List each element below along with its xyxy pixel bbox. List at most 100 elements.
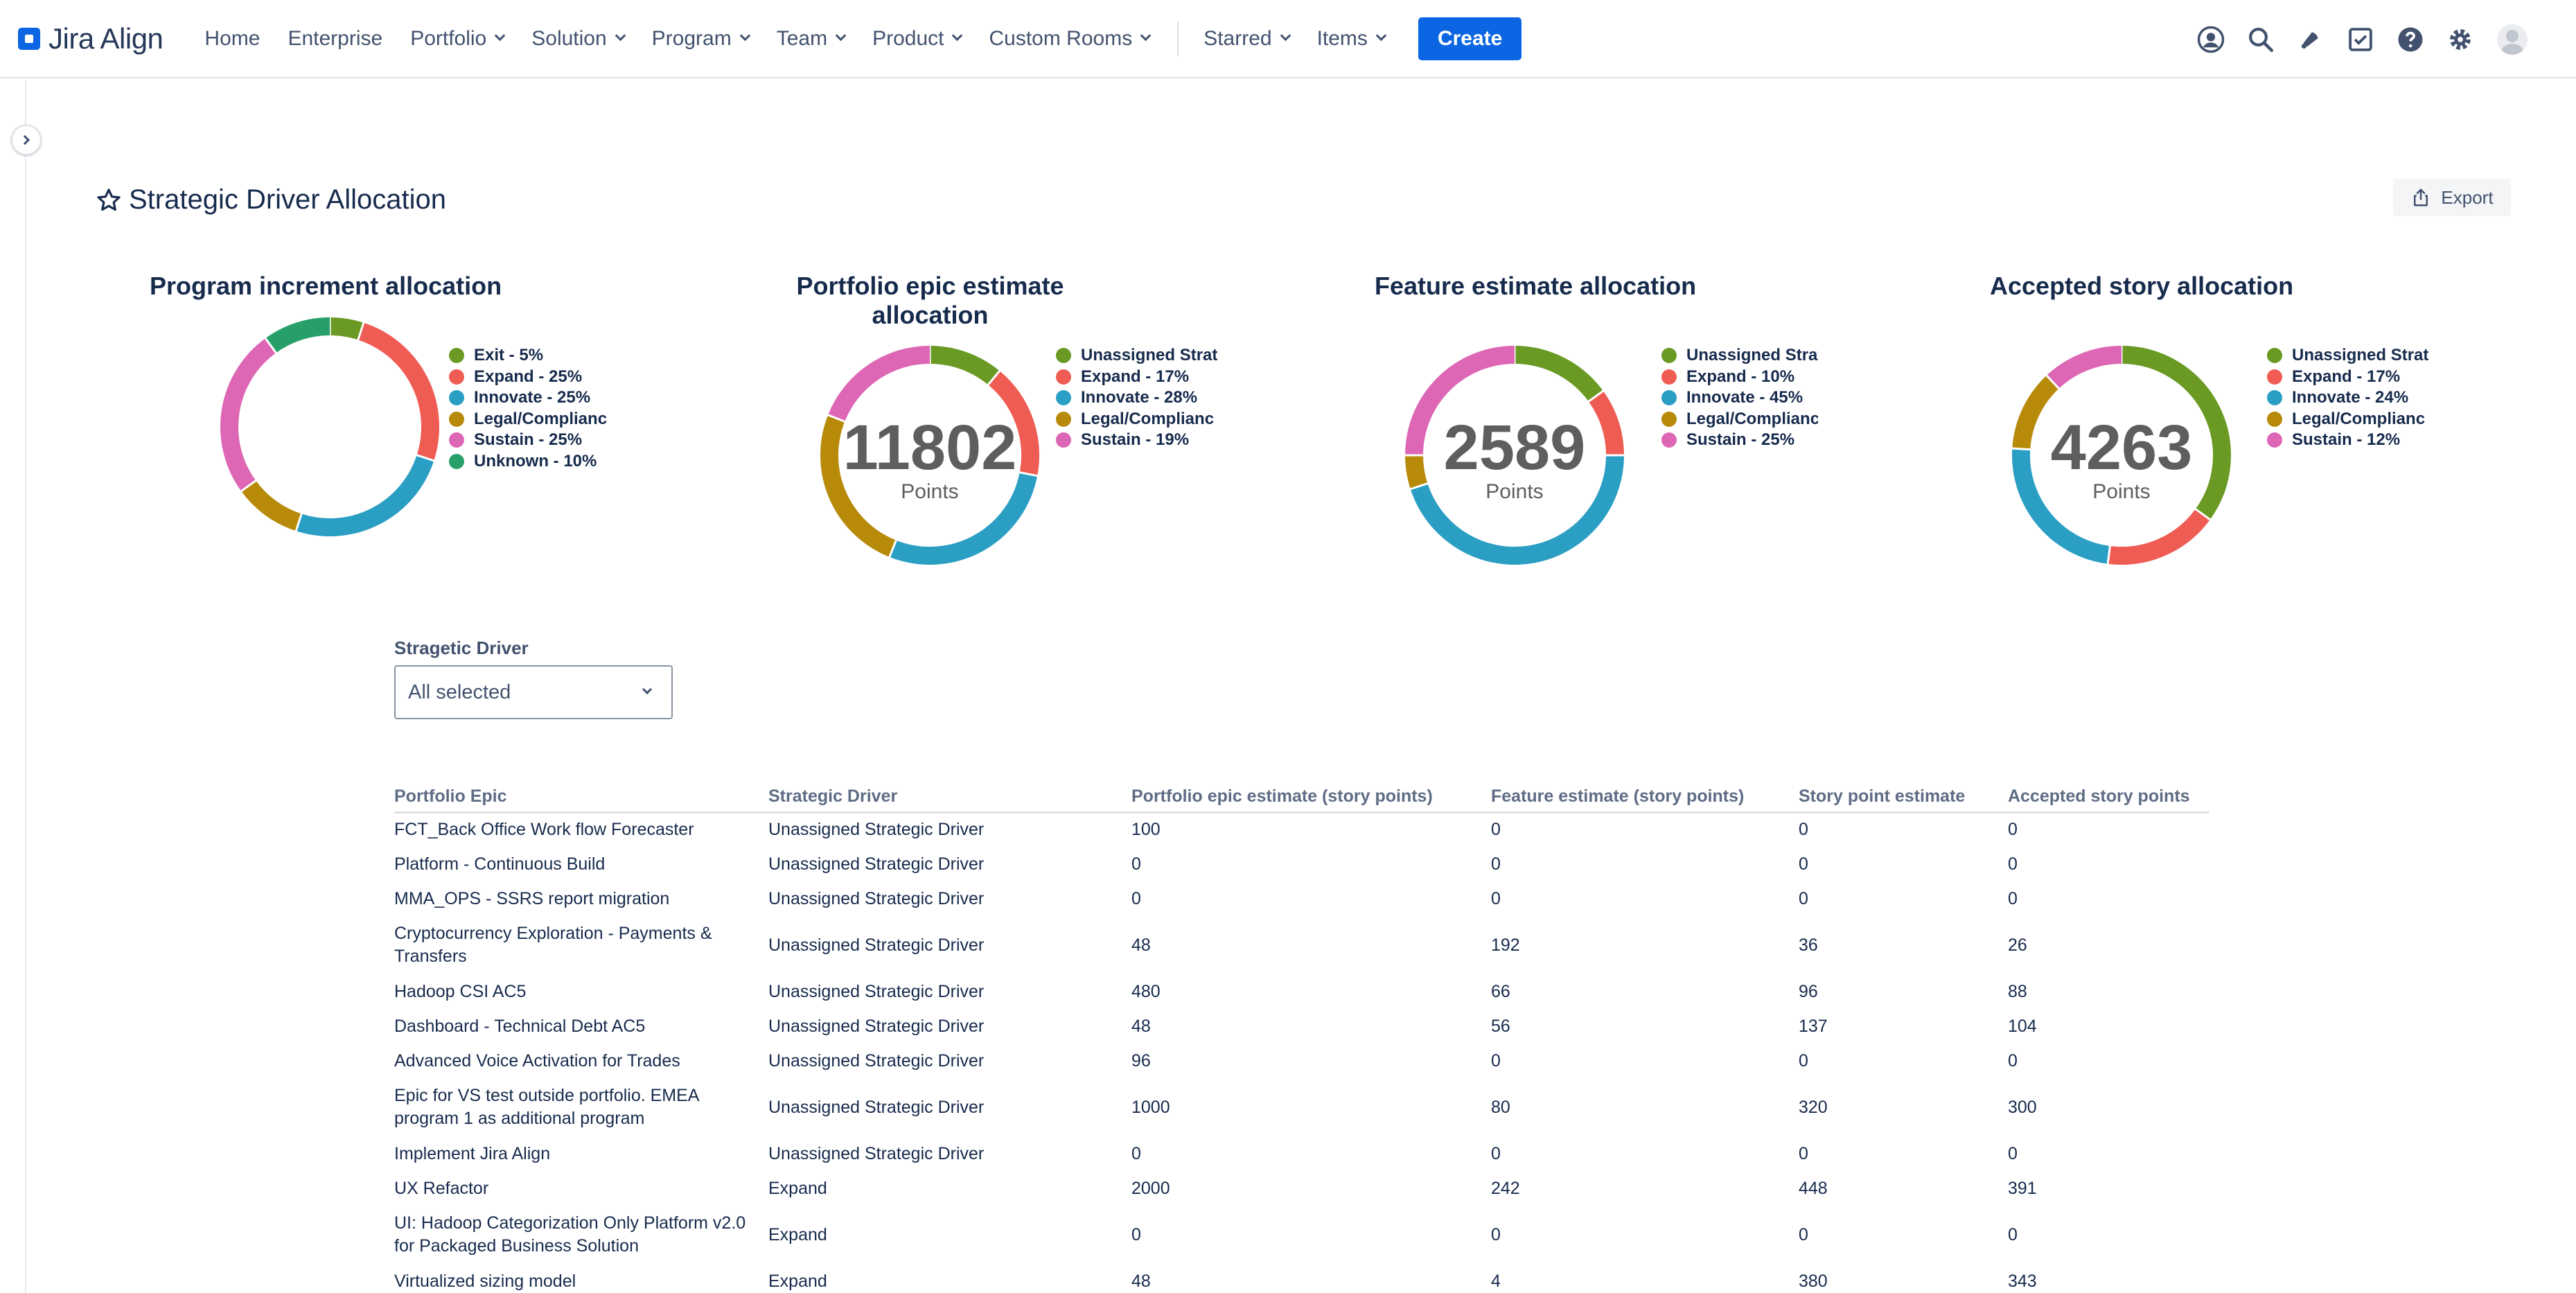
table-row[interactable]: Implement Jira Align Unassigned Strategic… [394, 1136, 2209, 1171]
portfolio-epic-name[interactable]: Dashboard - Technical Debt AC5 [394, 1016, 646, 1036]
portfolio-epic-cell[interactable]: Implement Jira Align [394, 1136, 768, 1171]
legend-item[interactable]: Unassigned Strat [1056, 345, 1222, 367]
nav-item-custom-rooms[interactable]: Custom Rooms [989, 27, 1152, 51]
portfolio-epic-name[interactable]: Platform - Continuous Build [394, 854, 606, 874]
table-row[interactable]: Advanced Voice Activation for Trades Unas… [394, 1044, 2209, 1078]
donut-slice[interactable] [329, 317, 364, 340]
portfolio-epic-name[interactable]: UX Refactor [394, 1178, 489, 1198]
column-header[interactable]: Portfolio Epic [394, 782, 768, 813]
notifications-icon[interactable] [2295, 24, 2327, 55]
table-row[interactable]: FCT_Back Office Work flow Forecaster Unas… [394, 812, 2209, 847]
donut-slice[interactable] [1588, 391, 1624, 456]
portfolio-epic-cell[interactable]: UX Refactor [394, 1171, 768, 1206]
legend-item[interactable]: Legal/Complianc [1661, 409, 1818, 430]
nav-item-team[interactable]: Team [777, 27, 847, 51]
legend-item[interactable]: Innovate - 25% [449, 387, 622, 409]
legend-item[interactable]: Unassigned Strat [1661, 345, 1818, 367]
table-row[interactable]: Epic for VS test outside portfolio. EMEA… [394, 1078, 2209, 1136]
legend-item[interactable]: Unassigned Strat [2267, 345, 2433, 367]
portfolio-epic-cell[interactable]: Dashboard - Technical Debt AC5 [394, 1009, 768, 1044]
checklist-icon[interactable] [2345, 24, 2376, 55]
column-header[interactable]: Story point estimate [1799, 782, 2008, 813]
table-row[interactable]: Virtualized sizing model Expand 48 4 380 343 [394, 1264, 2209, 1293]
nav-item-items[interactable]: Items [1317, 27, 1387, 51]
nav-item-starred[interactable]: Starred [1203, 27, 1291, 51]
portfolio-epic-cell[interactable]: MMA_OPS - SSRS report migration [394, 881, 768, 916]
portfolio-epic-cell[interactable]: Hadoop CSI AC5 [394, 974, 768, 1009]
legend-item[interactable]: Expand - 17% [1056, 367, 1222, 388]
legend-item[interactable]: Innovate - 45% [1661, 387, 1818, 409]
portfolio-epic-name[interactable]: Epic for VS test outside portfolio. EMEA… [394, 1086, 699, 1128]
donut-slice[interactable] [2012, 375, 2059, 450]
table-row[interactable]: UI: Hadoop Categorization Only Platform … [394, 1206, 2209, 1264]
donut-slice[interactable] [265, 317, 330, 353]
portfolio-epic-cell[interactable]: UI: Hadoop Categorization Only Platform … [394, 1206, 768, 1264]
table-row[interactable]: UX Refactor Expand 2000 242 448 391 [394, 1171, 2209, 1206]
nav-item-portfolio[interactable]: Portfolio [410, 27, 506, 51]
strategic-driver-select[interactable]: All selected [394, 665, 673, 719]
legend-item[interactable]: Innovate - 24% [2267, 387, 2433, 409]
help-icon[interactable] [2394, 24, 2426, 55]
legend-item[interactable]: Legal/Complianc [1056, 409, 1222, 430]
settings-icon[interactable] [2444, 24, 2476, 55]
nav-item-home[interactable]: Home [204, 27, 260, 51]
legend-item[interactable]: Innovate - 28% [1056, 387, 1222, 409]
column-header[interactable]: Feature estimate (story points) [1491, 782, 1799, 813]
table-row[interactable]: Dashboard - Technical Debt AC5 Unassigned… [394, 1009, 2209, 1044]
donut-slice[interactable] [1405, 455, 1428, 489]
donut-slice[interactable] [358, 322, 439, 461]
legend-item[interactable]: Expand - 10% [1661, 367, 1818, 388]
nav-item-enterprise[interactable]: Enterprise [288, 27, 382, 51]
create-button[interactable]: Create [1418, 17, 1522, 60]
user-avatar[interactable] [2497, 24, 2528, 55]
donut-slice[interactable] [2012, 448, 2110, 564]
table-row[interactable]: Cryptocurrency Exploration - Payments & … [394, 916, 2209, 974]
nav-item-product[interactable]: Product [872, 27, 963, 51]
donut-slice[interactable] [828, 346, 930, 422]
portfolio-epic-name[interactable]: Virtualized sizing model [394, 1271, 576, 1291]
donut-slice[interactable] [929, 346, 1000, 385]
donut-slice[interactable] [2108, 509, 2210, 565]
donut-slice[interactable] [241, 480, 302, 531]
donut-slice[interactable] [889, 472, 1038, 565]
column-header[interactable]: Portfolio epic estimate (story points) [1131, 782, 1491, 813]
account-icon[interactable] [2195, 24, 2227, 55]
portfolio-epic-name[interactable]: Advanced Voice Activation for Trades [394, 1050, 680, 1071]
table-row[interactable]: MMA_OPS - SSRS report migration Unassigne… [394, 881, 2209, 916]
portfolio-epic-cell[interactable]: Advanced Voice Activation for Trades [394, 1044, 768, 1078]
legend-item[interactable]: Legal/Complianc [2267, 409, 2433, 430]
column-header[interactable]: Accepted story points [2008, 782, 2209, 813]
table-row[interactable]: Hadoop CSI AC5 Unassigned Strategic Drive… [394, 974, 2209, 1009]
legend-item[interactable]: Legal/Complianc [449, 409, 622, 430]
table-row[interactable]: Platform - Continuous Build Unassigned St… [394, 847, 2209, 881]
nav-item-program[interactable]: Program [652, 27, 750, 51]
donut-slice[interactable] [1410, 455, 1624, 565]
legend-item[interactable]: Sustain - 25% [1661, 430, 1818, 451]
export-button[interactable]: Export [2393, 179, 2511, 216]
donut-slice[interactable] [820, 414, 897, 557]
portfolio-epic-cell[interactable]: Epic for VS test outside portfolio. EMEA… [394, 1078, 768, 1136]
nav-item-solution[interactable]: Solution [531, 27, 626, 51]
portfolio-epic-name[interactable]: MMA_OPS - SSRS report migration [394, 888, 670, 908]
legend-item[interactable]: Unknown - 10% [449, 451, 622, 473]
portfolio-epic-cell[interactable]: Platform - Continuous Build [394, 847, 768, 881]
expand-sidebar-button[interactable] [11, 125, 42, 155]
portfolio-epic-name[interactable]: Hadoop CSI AC5 [394, 981, 527, 1001]
portfolio-epic-cell[interactable]: FCT_Back Office Work flow Forecaster [394, 812, 768, 847]
portfolio-epic-name[interactable]: Implement Jira Align [394, 1143, 551, 1163]
legend-item[interactable]: Sustain - 12% [2267, 430, 2433, 451]
portfolio-epic-name[interactable]: Cryptocurrency Exploration - Payments & … [394, 924, 712, 966]
donut-slice[interactable] [2046, 346, 2122, 389]
portfolio-epic-name[interactable]: FCT_Back Office Work flow Forecaster [394, 820, 694, 840]
legend-item[interactable]: Expand - 17% [2267, 367, 2433, 388]
star-icon[interactable] [96, 187, 122, 213]
donut-slice[interactable] [1405, 346, 1515, 456]
donut-slice[interactable] [1514, 346, 1603, 402]
legend-item[interactable]: Exit - 5% [449, 345, 622, 367]
legend-item[interactable]: Expand - 25% [449, 367, 622, 388]
search-icon[interactable] [2245, 24, 2277, 55]
portfolio-epic-cell[interactable]: Virtualized sizing model [394, 1264, 768, 1293]
donut-slice[interactable] [987, 371, 1039, 476]
donut-slice[interactable] [2121, 346, 2231, 520]
portfolio-epic-name[interactable]: UI: Hadoop Categorization Only Platform … [394, 1213, 746, 1256]
